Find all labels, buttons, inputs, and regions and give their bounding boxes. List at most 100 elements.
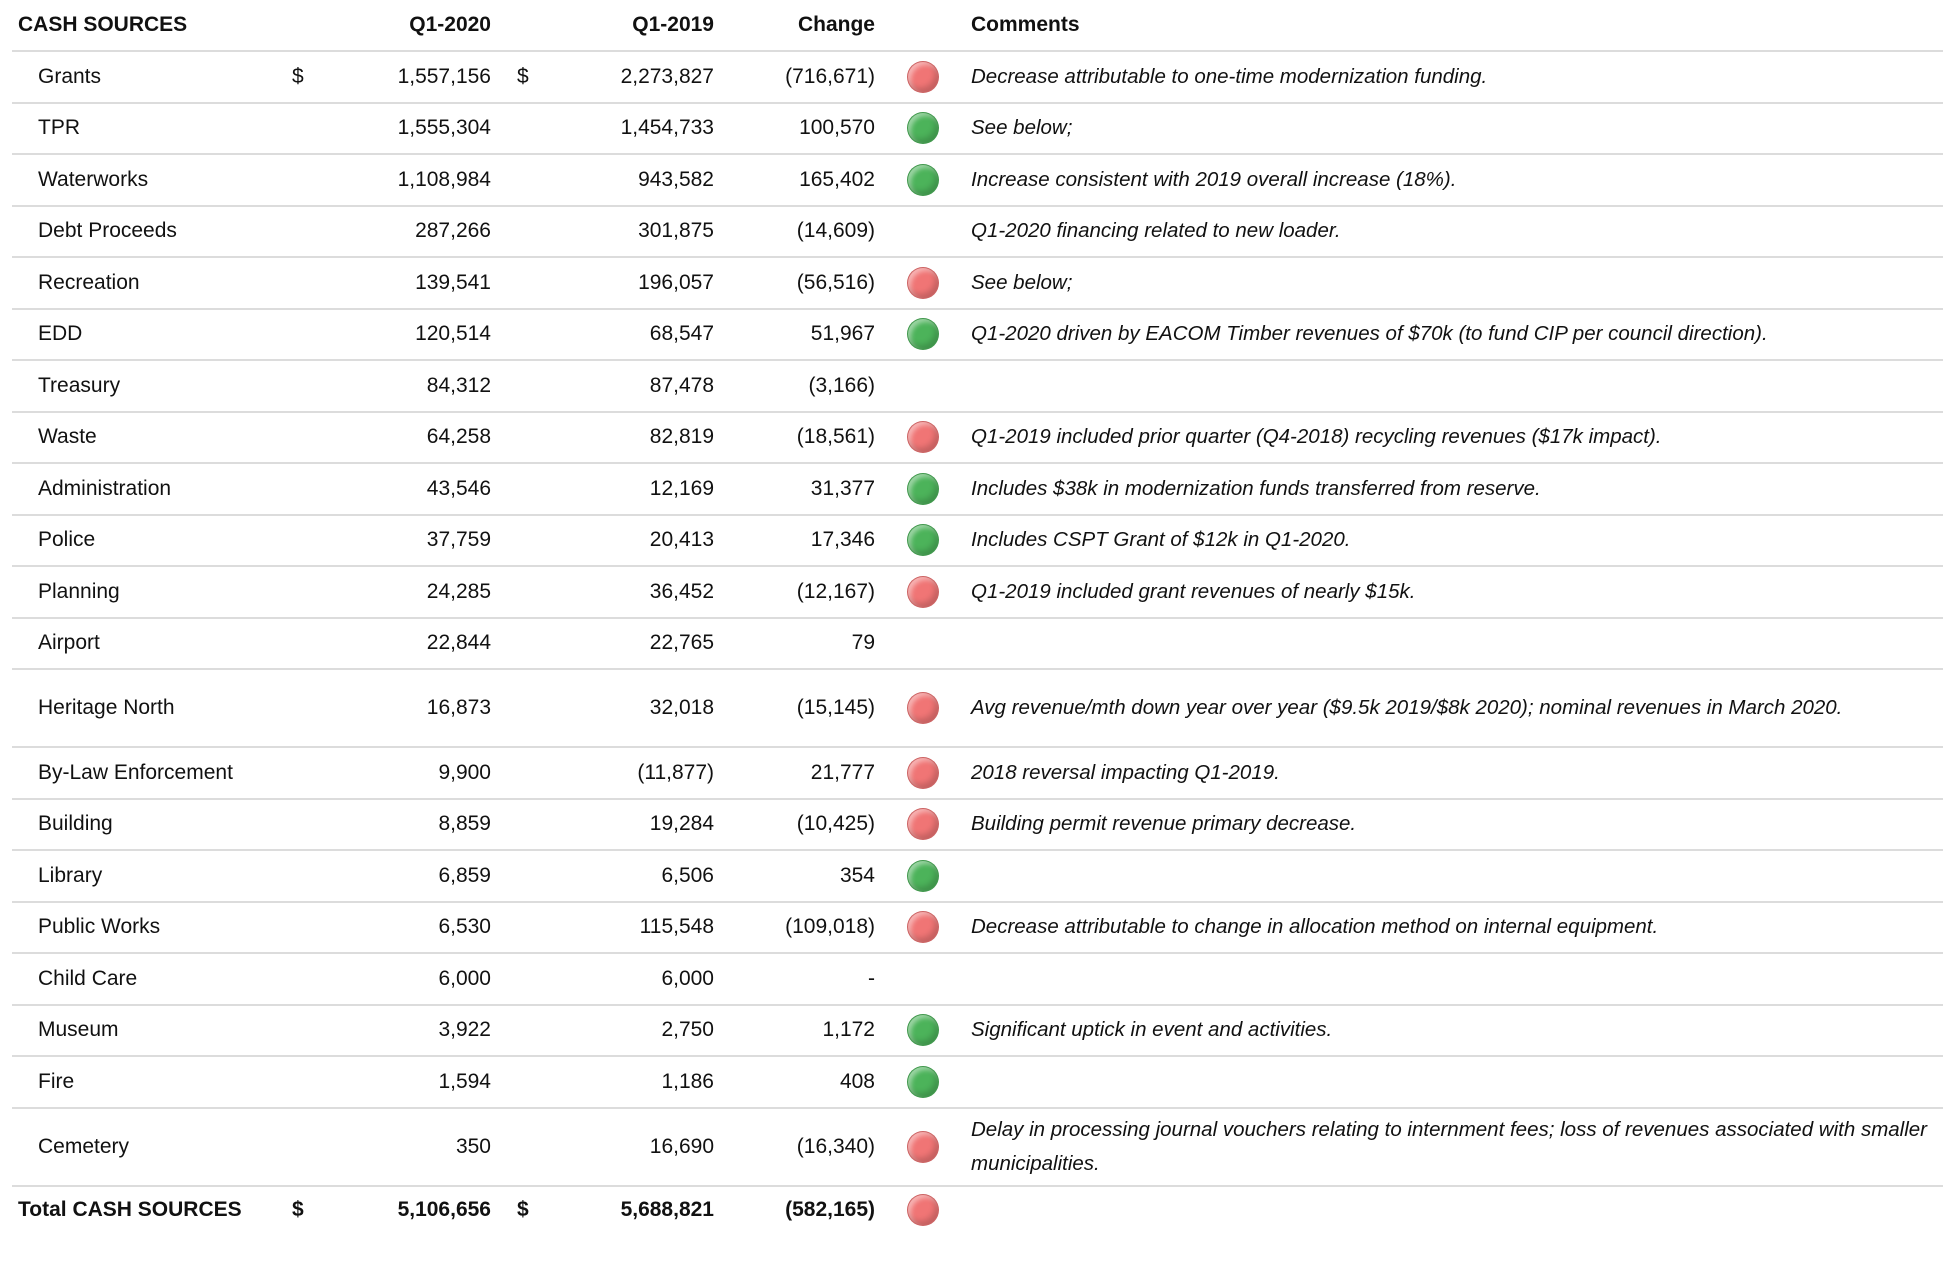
row-label: Waterworks <box>12 154 292 207</box>
change-value: (12,167) <box>714 566 875 619</box>
row-label: Debt Proceeds <box>12 205 292 258</box>
comment <box>971 360 1943 413</box>
q1-2019-value: 301,875 <box>540 205 714 258</box>
q1-2020-value: 287,266 <box>322 205 491 258</box>
row-label: Building <box>12 798 292 851</box>
row-label: Grants <box>12 51 292 104</box>
status-indicator <box>907 163 939 196</box>
row-label: TPR <box>12 102 292 155</box>
data-row: Library 6,859 6,506 354 <box>12 850 1943 903</box>
q1-2019-value: (11,877) <box>540 747 714 800</box>
data-row: Building 8,859 19,284 (10,425) Building perm… <box>12 798 1943 851</box>
status-indicator <box>907 1065 939 1098</box>
change-value: 1,172 <box>714 1004 875 1057</box>
status-cell <box>875 1004 971 1057</box>
comment <box>971 1186 1943 1234</box>
status-indicator <box>907 112 939 145</box>
data-row: Waterworks 1,108,984 943,582 165,402 Increas… <box>12 154 1943 207</box>
currency <box>292 1004 322 1057</box>
currency <box>292 308 322 361</box>
q1-2020-value: 22,844 <box>322 617 491 670</box>
q1-2020-value: 16,873 <box>322 669 491 748</box>
q1-2019-value: 1,454,733 <box>540 102 714 155</box>
comment: 2018 reversal impacting Q1-2019. <box>971 747 1943 800</box>
row-label: Planning <box>12 566 292 619</box>
currency <box>292 360 322 413</box>
header-q1-2019: Q1-2019 <box>540 0 714 52</box>
comment: Significant uptick in event and activiti… <box>971 1004 1943 1057</box>
change-value: (18,561) <box>714 411 875 464</box>
q1-2020-value: 1,555,304 <box>322 102 491 155</box>
currency <box>491 1056 540 1109</box>
row-label: Waste <box>12 411 292 464</box>
status-indicator <box>907 266 939 299</box>
currency <box>292 205 322 258</box>
q1-2019-value: 943,582 <box>540 154 714 207</box>
status-indicator <box>907 1130 939 1163</box>
q1-2019-value: 68,547 <box>540 308 714 361</box>
currency <box>491 154 540 207</box>
status-cell <box>875 360 971 413</box>
status-indicator <box>907 60 939 93</box>
currency <box>292 566 322 619</box>
q1-2019-value: 16,690 <box>540 1107 714 1187</box>
status-cell <box>875 308 971 361</box>
data-row: Museum 3,922 2,750 1,172 Significant uptick … <box>12 1004 1943 1057</box>
q1-2020-value: 37,759 <box>322 514 491 567</box>
comment: Includes $38k in modernization funds tra… <box>971 463 1943 516</box>
status-cell <box>875 850 971 903</box>
change-value: (3,166) <box>714 360 875 413</box>
status-indicator <box>907 472 939 505</box>
status-indicator <box>907 808 939 841</box>
status-indicator <box>907 756 939 789</box>
comment <box>971 850 1943 903</box>
currency <box>491 850 540 903</box>
currency <box>292 953 322 1006</box>
status-cell <box>875 51 971 104</box>
data-row: Debt Proceeds 287,266 301,875 (14,609) Q1-20… <box>12 205 1943 258</box>
q1-2020-value: 6,859 <box>322 850 491 903</box>
currency <box>491 747 540 800</box>
status-cell <box>875 747 971 800</box>
q1-2020-value: 3,922 <box>322 1004 491 1057</box>
change-value: (16,340) <box>714 1107 875 1187</box>
q1-2020-value: 1,594 <box>322 1056 491 1109</box>
q1-2020-value: 139,541 <box>322 257 491 310</box>
table-body: CASH SOURCES Q1-2020 Q1-2019 Change Comm… <box>12 0 1943 1234</box>
change-value: (716,671) <box>714 51 875 104</box>
change-value: (582,165) <box>785 1198 875 1221</box>
change-value: (15,145) <box>714 669 875 748</box>
row-label: EDD <box>12 308 292 361</box>
change-value: (10,425) <box>714 798 875 851</box>
data-row: Airport 22,844 22,765 79 <box>12 617 1943 670</box>
status-cell <box>875 617 971 670</box>
data-row: EDD 120,514 68,547 51,967 Q1-2020 driven by … <box>12 308 1943 361</box>
comment: Decrease attributable to one-time modern… <box>971 51 1943 104</box>
comment <box>971 617 1943 670</box>
status-indicator <box>907 692 939 724</box>
status-cell <box>875 411 971 464</box>
change-value: 408 <box>714 1056 875 1109</box>
change-value: 31,377 <box>714 463 875 516</box>
currency <box>491 617 540 670</box>
data-row: Waste 64,258 82,819 (18,561) Q1-2019 include… <box>12 411 1943 464</box>
q1-2019-value: 1,186 <box>540 1056 714 1109</box>
data-row: Public Works 6,530 115,548 (109,018) Decreas… <box>12 901 1943 954</box>
currency <box>292 411 322 464</box>
comment: Q1-2019 included grant revenues of nearl… <box>971 566 1943 619</box>
status-cell <box>875 901 971 954</box>
q1-2020-value: 43,546 <box>322 463 491 516</box>
data-row: Grants $1,557,156 $2,273,827 (716,671) Decre… <box>12 51 1943 104</box>
q1-2019-value: 82,819 <box>540 411 714 464</box>
currency: $ <box>491 51 540 104</box>
change-value: 21,777 <box>714 747 875 800</box>
q1-2019-value: 6,506 <box>540 850 714 903</box>
row-label: Museum <box>12 1004 292 1057</box>
row-label: Library <box>12 850 292 903</box>
currency <box>292 514 322 567</box>
q1-2019-value: 6,000 <box>540 953 714 1006</box>
comment: Q1-2020 financing related to new loader. <box>971 205 1943 258</box>
row-label: Airport <box>12 617 292 670</box>
currency <box>491 1004 540 1057</box>
data-row: Child Care 6,000 6,000- <box>12 953 1943 1006</box>
